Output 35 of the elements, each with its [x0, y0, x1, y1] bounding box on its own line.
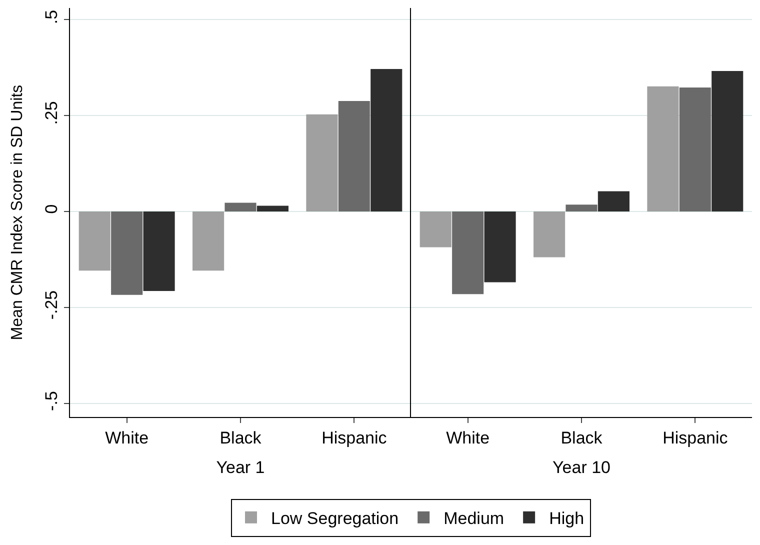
bar	[534, 212, 566, 258]
legend-label: High	[549, 508, 584, 528]
x-tick-label: Hispanic	[662, 428, 728, 448]
x-tick-label: White	[105, 428, 149, 448]
bar	[192, 212, 224, 271]
x-tick-label: Hispanic	[322, 428, 388, 448]
y-axis-title: Mean CMR Index Score in SD Units	[9, 84, 26, 340]
bar	[256, 206, 288, 212]
bar	[566, 204, 598, 212]
bar	[78, 212, 110, 271]
y-tick-label: -.5	[42, 391, 62, 411]
bar	[338, 100, 370, 212]
bar	[598, 191, 630, 212]
y-tick-label: .5	[42, 10, 62, 24]
bar	[370, 69, 402, 212]
bar	[143, 212, 175, 292]
bar	[679, 88, 711, 212]
y-tick-label: .25	[42, 101, 62, 125]
x-tick-label: White	[446, 428, 490, 448]
x-tick-label: Black	[220, 428, 262, 448]
y-tick-label: 0	[42, 204, 62, 214]
legend-label: Low Segregation	[271, 508, 399, 528]
bar	[484, 212, 516, 282]
x-axis-title: Year 10	[552, 458, 610, 477]
bar	[712, 70, 744, 212]
bar	[420, 212, 452, 248]
bar	[224, 202, 256, 212]
bar	[306, 114, 338, 212]
legend-label: Medium	[444, 508, 504, 528]
y-tick-label: -.25	[42, 290, 62, 320]
bar	[111, 212, 143, 295]
bar	[647, 86, 679, 212]
bar	[452, 212, 484, 294]
x-tick-label: Black	[560, 428, 603, 448]
x-axis-title: Year 1	[216, 458, 265, 477]
